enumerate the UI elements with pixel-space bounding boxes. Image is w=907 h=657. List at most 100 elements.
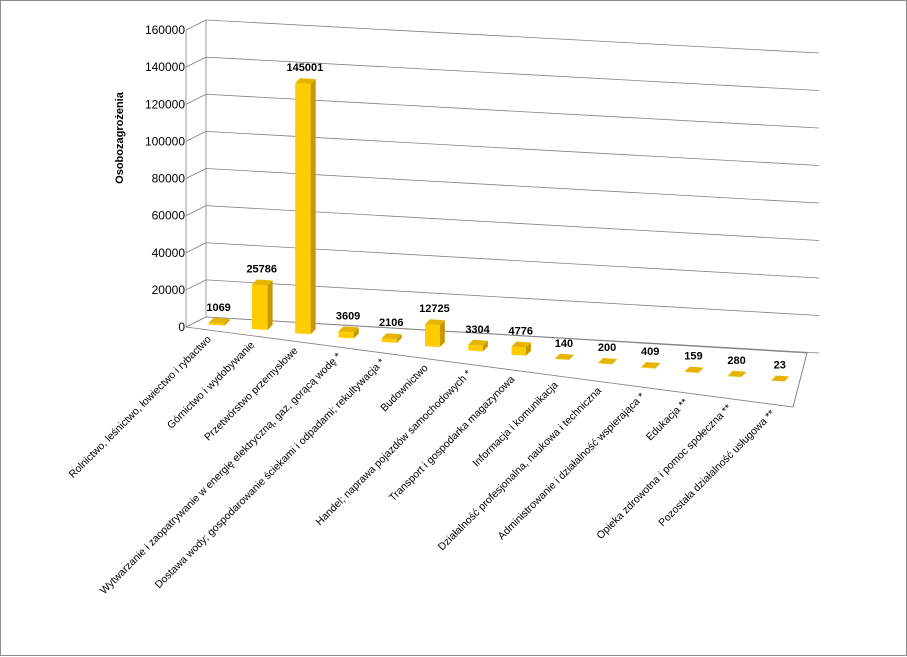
data-label: 25786 xyxy=(246,263,277,275)
bar-front xyxy=(424,324,440,348)
bar-top xyxy=(295,78,316,85)
data-label: 159 xyxy=(684,351,702,363)
side-gridline xyxy=(185,19,207,31)
category-label: Dostawa wody; gospodarowanie ściekami i … xyxy=(153,356,388,591)
bar-front xyxy=(295,83,311,335)
bar-side xyxy=(482,340,488,352)
bar xyxy=(511,341,531,356)
bar xyxy=(468,339,488,352)
bar-front xyxy=(381,338,397,343)
bar-side xyxy=(525,342,531,356)
bar xyxy=(381,333,402,343)
bar-front xyxy=(598,363,613,365)
category-label: Budownictwo xyxy=(378,362,430,414)
gridline xyxy=(205,19,820,54)
bar-front xyxy=(641,366,656,369)
data-label: 409 xyxy=(641,346,659,358)
bar-front xyxy=(208,322,225,326)
side-gridline xyxy=(185,205,207,216)
floor-right-edge xyxy=(792,352,808,408)
side-gridline xyxy=(185,279,207,291)
bar-top xyxy=(771,375,790,382)
y-tick-label: 40000 xyxy=(152,246,186,260)
category-label: Informacja i komunikacja xyxy=(470,379,560,469)
category-label: Wytwarzanie i zaopatrywanie w energię el… xyxy=(98,351,344,597)
bar-top xyxy=(208,317,230,324)
bar-front xyxy=(251,284,268,330)
y-tick-label: 160000 xyxy=(145,23,185,37)
bar-top xyxy=(641,361,661,368)
bar-top xyxy=(727,370,747,377)
bar-front xyxy=(684,371,699,373)
bar-side xyxy=(224,318,230,326)
bar-top xyxy=(251,279,273,286)
y-tick-label: 100000 xyxy=(145,134,185,148)
category-label: Górnictwo i wydobywanie xyxy=(165,339,257,431)
y-tick-label: 60000 xyxy=(152,209,186,223)
side-gridline xyxy=(185,242,207,254)
side-gridline xyxy=(185,131,207,142)
bar-side xyxy=(568,354,574,361)
bar xyxy=(251,279,273,330)
bar-side xyxy=(698,367,704,373)
bar xyxy=(684,366,704,373)
side-gridline xyxy=(185,93,207,105)
data-label: 2106 xyxy=(379,317,403,329)
bar xyxy=(208,317,230,326)
bar-side xyxy=(267,280,273,330)
bar xyxy=(295,78,316,335)
bar-front xyxy=(727,375,742,378)
side-gridline xyxy=(185,56,207,68)
bar-top xyxy=(424,319,445,326)
bar-side xyxy=(784,376,790,382)
bar-top xyxy=(684,366,704,373)
bar-top xyxy=(554,353,574,360)
y-tick-label: 120000 xyxy=(145,97,185,111)
bar xyxy=(641,361,661,369)
data-label: 280 xyxy=(727,355,745,367)
bar-side xyxy=(353,327,359,339)
category-label: Przetwórstwo przemysłowe xyxy=(202,345,301,444)
data-label: 3609 xyxy=(336,310,360,322)
bar-side xyxy=(612,359,618,365)
side-gridline xyxy=(185,168,207,179)
bar xyxy=(338,326,359,339)
y-tick-label: 80000 xyxy=(152,172,186,186)
bar-front xyxy=(554,358,569,361)
bar-top xyxy=(598,358,618,365)
category-label: Edukacja ** xyxy=(644,396,691,443)
y-tick-label: 20000 xyxy=(152,283,186,297)
bar xyxy=(598,358,618,365)
data-label: 1069 xyxy=(206,302,230,314)
data-label: 4776 xyxy=(508,326,532,338)
bar xyxy=(554,353,574,361)
bar xyxy=(727,370,747,378)
bar xyxy=(424,319,445,348)
bar-front xyxy=(511,346,526,356)
bar-front xyxy=(771,380,785,382)
bar-side xyxy=(310,79,316,335)
y-tick-label: 0 xyxy=(178,320,185,334)
y-axis-label: Osobozagrożenia xyxy=(114,91,126,184)
data-label: 145001 xyxy=(287,62,324,74)
bar xyxy=(771,375,790,382)
bar-top xyxy=(511,341,531,348)
bar-side xyxy=(741,371,747,378)
bar-side xyxy=(439,320,445,348)
bar-front xyxy=(338,331,354,339)
bar-side xyxy=(655,362,661,369)
data-label: 3304 xyxy=(465,324,490,336)
bars xyxy=(208,78,790,382)
bar-side xyxy=(396,334,402,343)
gridline xyxy=(205,56,820,91)
y-tick-label: 140000 xyxy=(145,60,185,74)
data-label: 200 xyxy=(598,342,616,354)
data-label: 140 xyxy=(555,338,573,350)
data-label: 23 xyxy=(774,360,786,372)
data-label: 12725 xyxy=(419,303,450,315)
bar-front xyxy=(468,344,483,352)
bar-top xyxy=(468,339,488,346)
gridlines xyxy=(185,19,820,354)
